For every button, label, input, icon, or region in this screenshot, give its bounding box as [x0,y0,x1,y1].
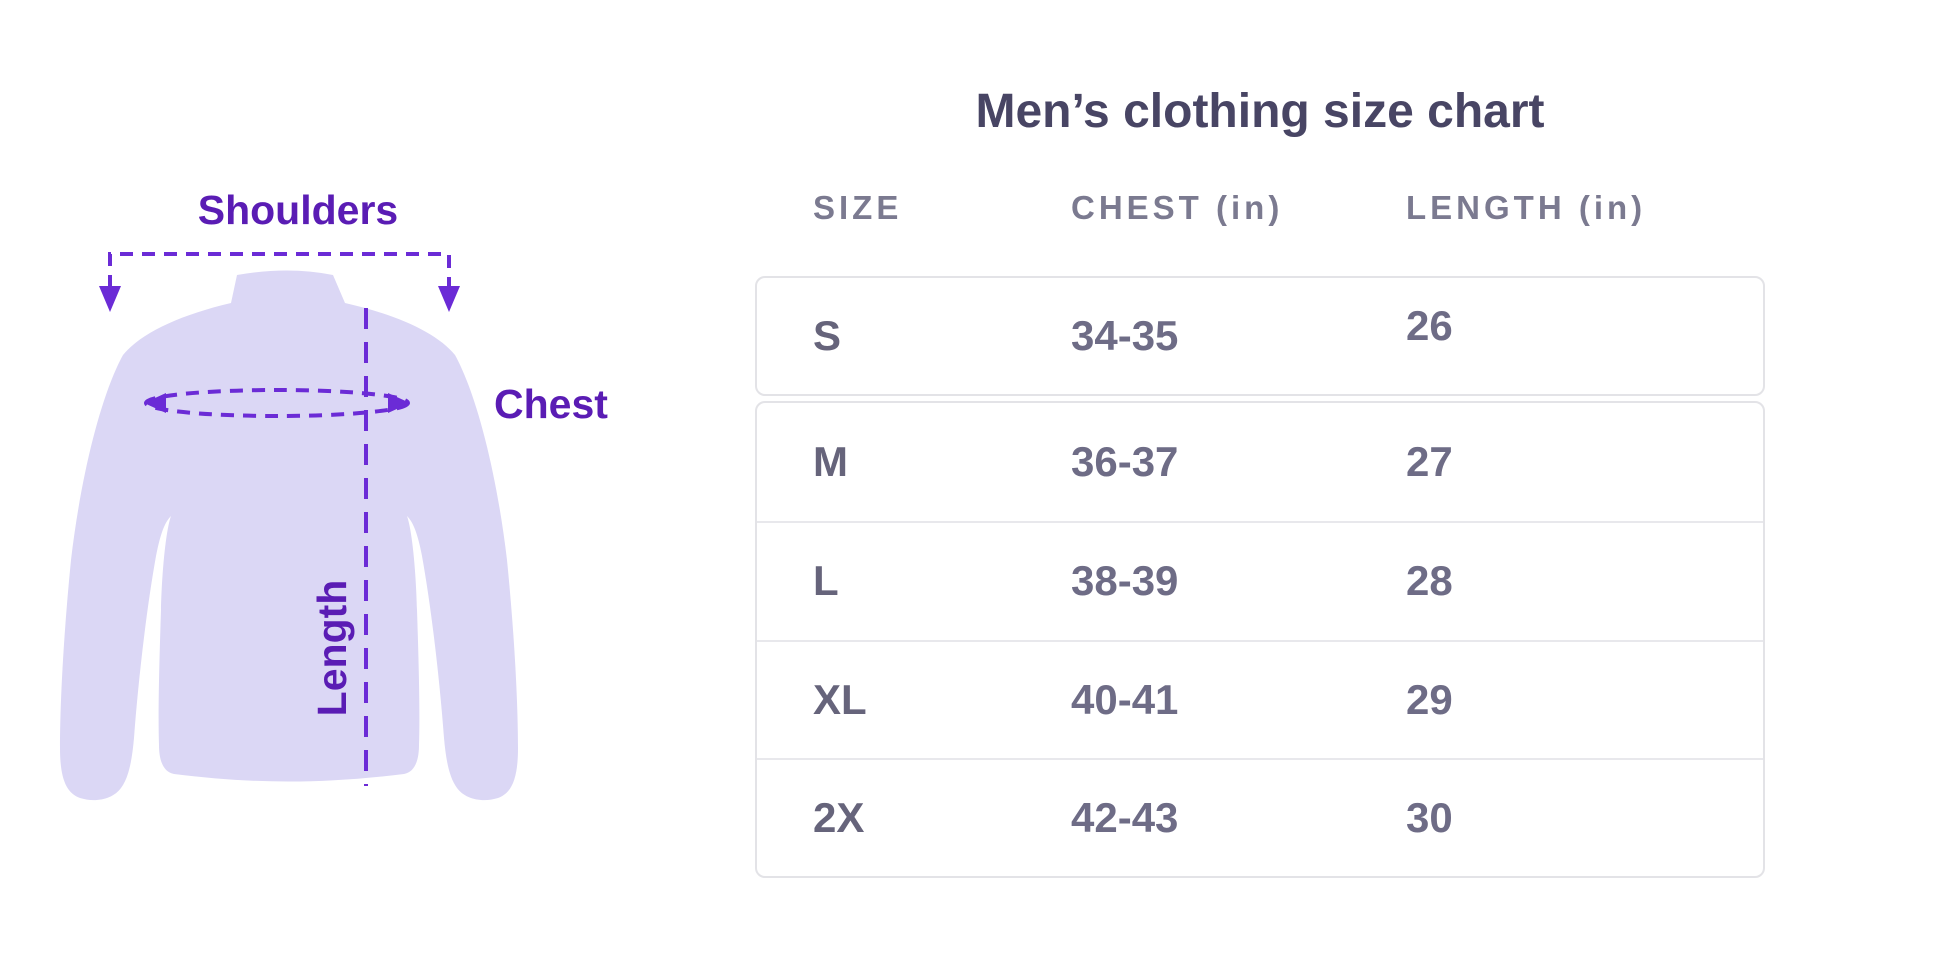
chest-arrow-left-icon [144,393,166,413]
length-cell: 27 [1406,438,1453,486]
size-cell: S [813,312,842,359]
chart-title: Men’s clothing size chart [975,85,1545,138]
chest-cell: 40-41 [1071,675,1179,723]
size-cell: L [813,557,839,605]
table-row: M 36-37 27 [757,403,1763,521]
length-cell: 28 [1406,557,1453,605]
column-header-length: LENGTH (in) [1406,189,1647,226]
chest-label: Chest [494,381,608,427]
length-label: Length [309,580,355,717]
chest-cell: 34-35 [1071,312,1179,359]
table-row: S 34-35 26 [757,278,1763,394]
length-cell: 29 [1406,675,1453,723]
size-cell: 2X [813,793,865,841]
chest-cell: 38-39 [1071,557,1179,605]
table-header-row: SIZE CHEST (in) LENGTH (in) [757,188,1763,228]
chest-arrow-right-icon [388,393,410,413]
chest-cell: 42-43 [1071,793,1179,841]
length-cell: 30 [1406,793,1453,841]
size-cell: M [813,438,848,486]
shoulders-arrow-right-icon [438,286,460,312]
length-cell: 26 [1406,302,1453,349]
table-row: XL 40-41 29 [757,639,1763,758]
shoulders-measure-line [108,252,451,288]
table-row: 2X 42-43 30 [757,757,1763,876]
size-cell: XL [813,675,867,723]
column-header-size: SIZE [813,189,903,226]
chest-cell: 36-37 [1071,438,1179,486]
column-header-chest: CHEST (in) [1071,189,1284,226]
shirt-silhouette [60,270,518,801]
size-rows-card: M 36-37 27 L 38-39 28 XL 40-41 29 2X 42-… [755,401,1765,878]
table-row: L 38-39 28 [757,521,1763,639]
shoulders-arrow-left-icon [99,286,121,312]
shoulders-label: Shoulders [198,187,398,233]
size-row-card-s: S 34-35 26 [755,276,1765,396]
shirt-diagram: Shoulders Chest Length [60,187,608,801]
